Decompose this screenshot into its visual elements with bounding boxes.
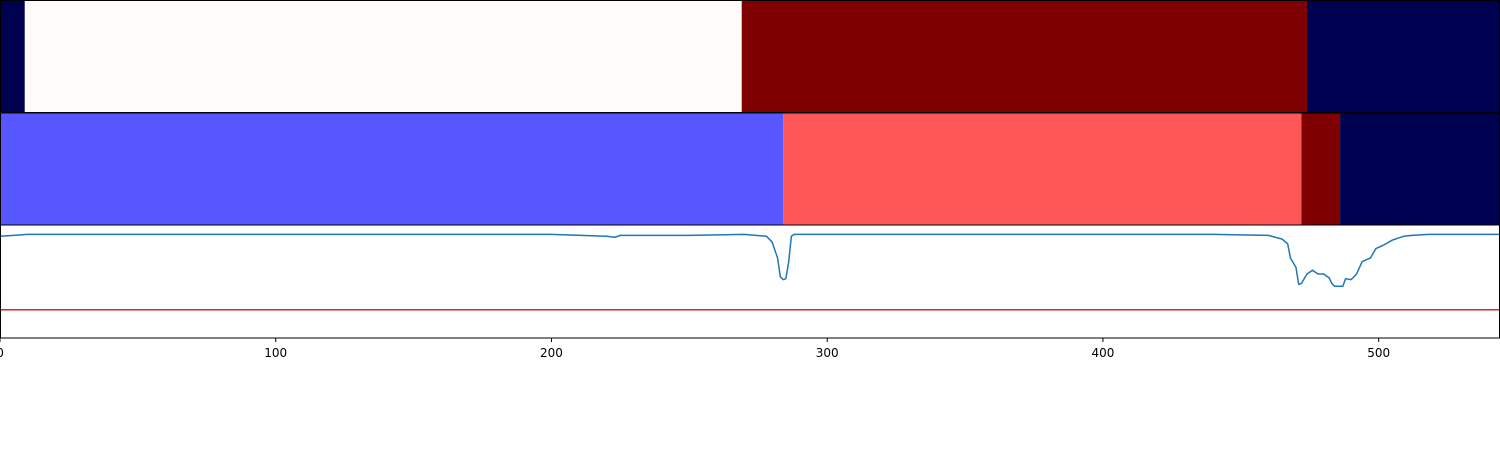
x-tick-label-100: 100: [264, 346, 287, 360]
heatmap-2-segment-3: [1340, 113, 1500, 225]
heatmap-2-segment-0: [0, 113, 784, 225]
heatmap-1-segment-3: [1306, 0, 1500, 112]
heatmap-1-segment-1: [24, 0, 742, 112]
heatmap-1-segment-2: [741, 0, 1307, 112]
line-series-0: [0, 233, 1500, 287]
x-tick-label-400: 400: [1091, 346, 1114, 360]
x-tick-label-200: 200: [540, 346, 563, 360]
heatmap-2-segment-1: [783, 113, 1302, 225]
heatmap-panel-top: [0, 0, 1500, 112]
line-panel-frame: [0, 224, 1500, 339]
heatmap-2-segment-2: [1301, 113, 1341, 225]
line-panel: [0, 233, 1500, 311]
x-tick-label-500: 500: [1367, 346, 1390, 360]
line-series-group: [0, 233, 1500, 311]
heatmap-1-segment-0: [0, 0, 25, 112]
heatmap-panel-middle: [0, 113, 1500, 225]
x-axis: 0 100 200 300 400 500: [0, 338, 1390, 360]
x-tick-label-0: 0: [0, 346, 4, 360]
x-tick-label-300: 300: [816, 346, 839, 360]
